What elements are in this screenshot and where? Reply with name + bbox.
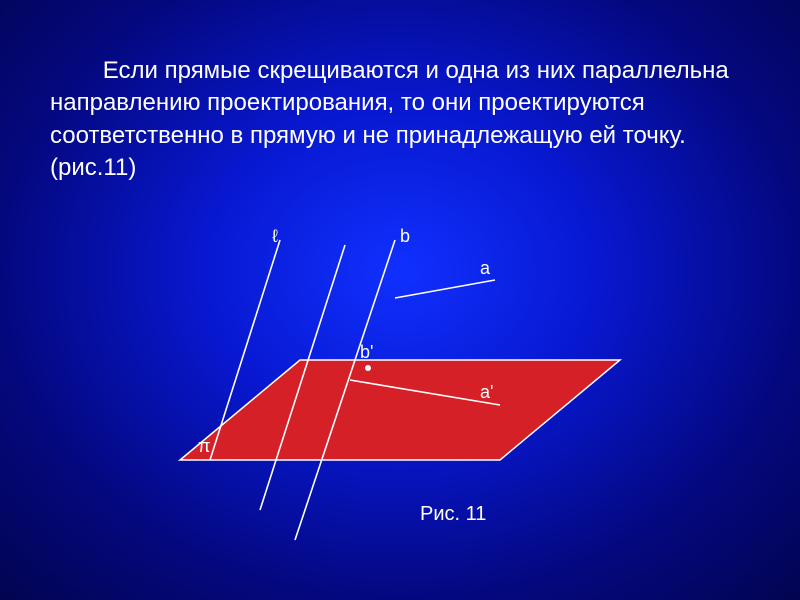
- plane-pi: [180, 360, 620, 460]
- point-b-prime: [365, 365, 371, 371]
- diagram-container: ℓ b a b' a' π Рис. 11: [150, 220, 650, 550]
- paragraph: Если прямые скрещиваются и одна из них п…: [50, 55, 750, 185]
- label-l: ℓ: [272, 226, 278, 246]
- paragraph-text: Если прямые скрещиваются и одна из них п…: [50, 57, 729, 181]
- label-a: a: [480, 258, 491, 278]
- label-a-prime: a': [480, 382, 493, 402]
- label-pi: π: [198, 436, 210, 456]
- caption: Рис. 11: [420, 503, 486, 525]
- label-b: b: [400, 226, 410, 246]
- projection-diagram: ℓ b a b' a' π Рис. 11: [150, 220, 650, 550]
- label-b-prime: b': [360, 342, 373, 362]
- line-a: [395, 280, 495, 298]
